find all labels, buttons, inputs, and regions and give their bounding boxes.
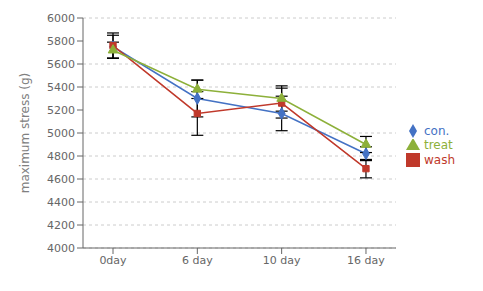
svg-text:5200: 5200 — [47, 104, 75, 117]
html-text:con.: con. — [424, 123, 450, 138]
svg-text:0day: 0day — [99, 254, 127, 267]
svg-text:5800: 5800 — [47, 35, 75, 48]
svg-text:16 day: 16 day — [347, 254, 385, 267]
svg-text:5400: 5400 — [47, 81, 75, 94]
svg-text:6000: 6000 — [47, 12, 75, 25]
html-text:treat: treat — [424, 138, 453, 153]
svg-text:4600: 4600 — [47, 173, 75, 186]
svg-text:maximum stress (g): maximum stress (g) — [18, 73, 32, 194]
svg-text:10 day: 10 day — [263, 254, 301, 267]
svg-text:6 day: 6 day — [182, 254, 213, 267]
svg-text:4400: 4400 — [47, 196, 75, 209]
svg-text:4200: 4200 — [47, 219, 75, 232]
html-text:wash: wash — [424, 152, 455, 167]
svg-text:4800: 4800 — [47, 150, 75, 163]
svg-text:4000: 4000 — [47, 242, 75, 255]
svg-text:5600: 5600 — [47, 58, 75, 71]
svg-text:5000: 5000 — [47, 127, 75, 140]
